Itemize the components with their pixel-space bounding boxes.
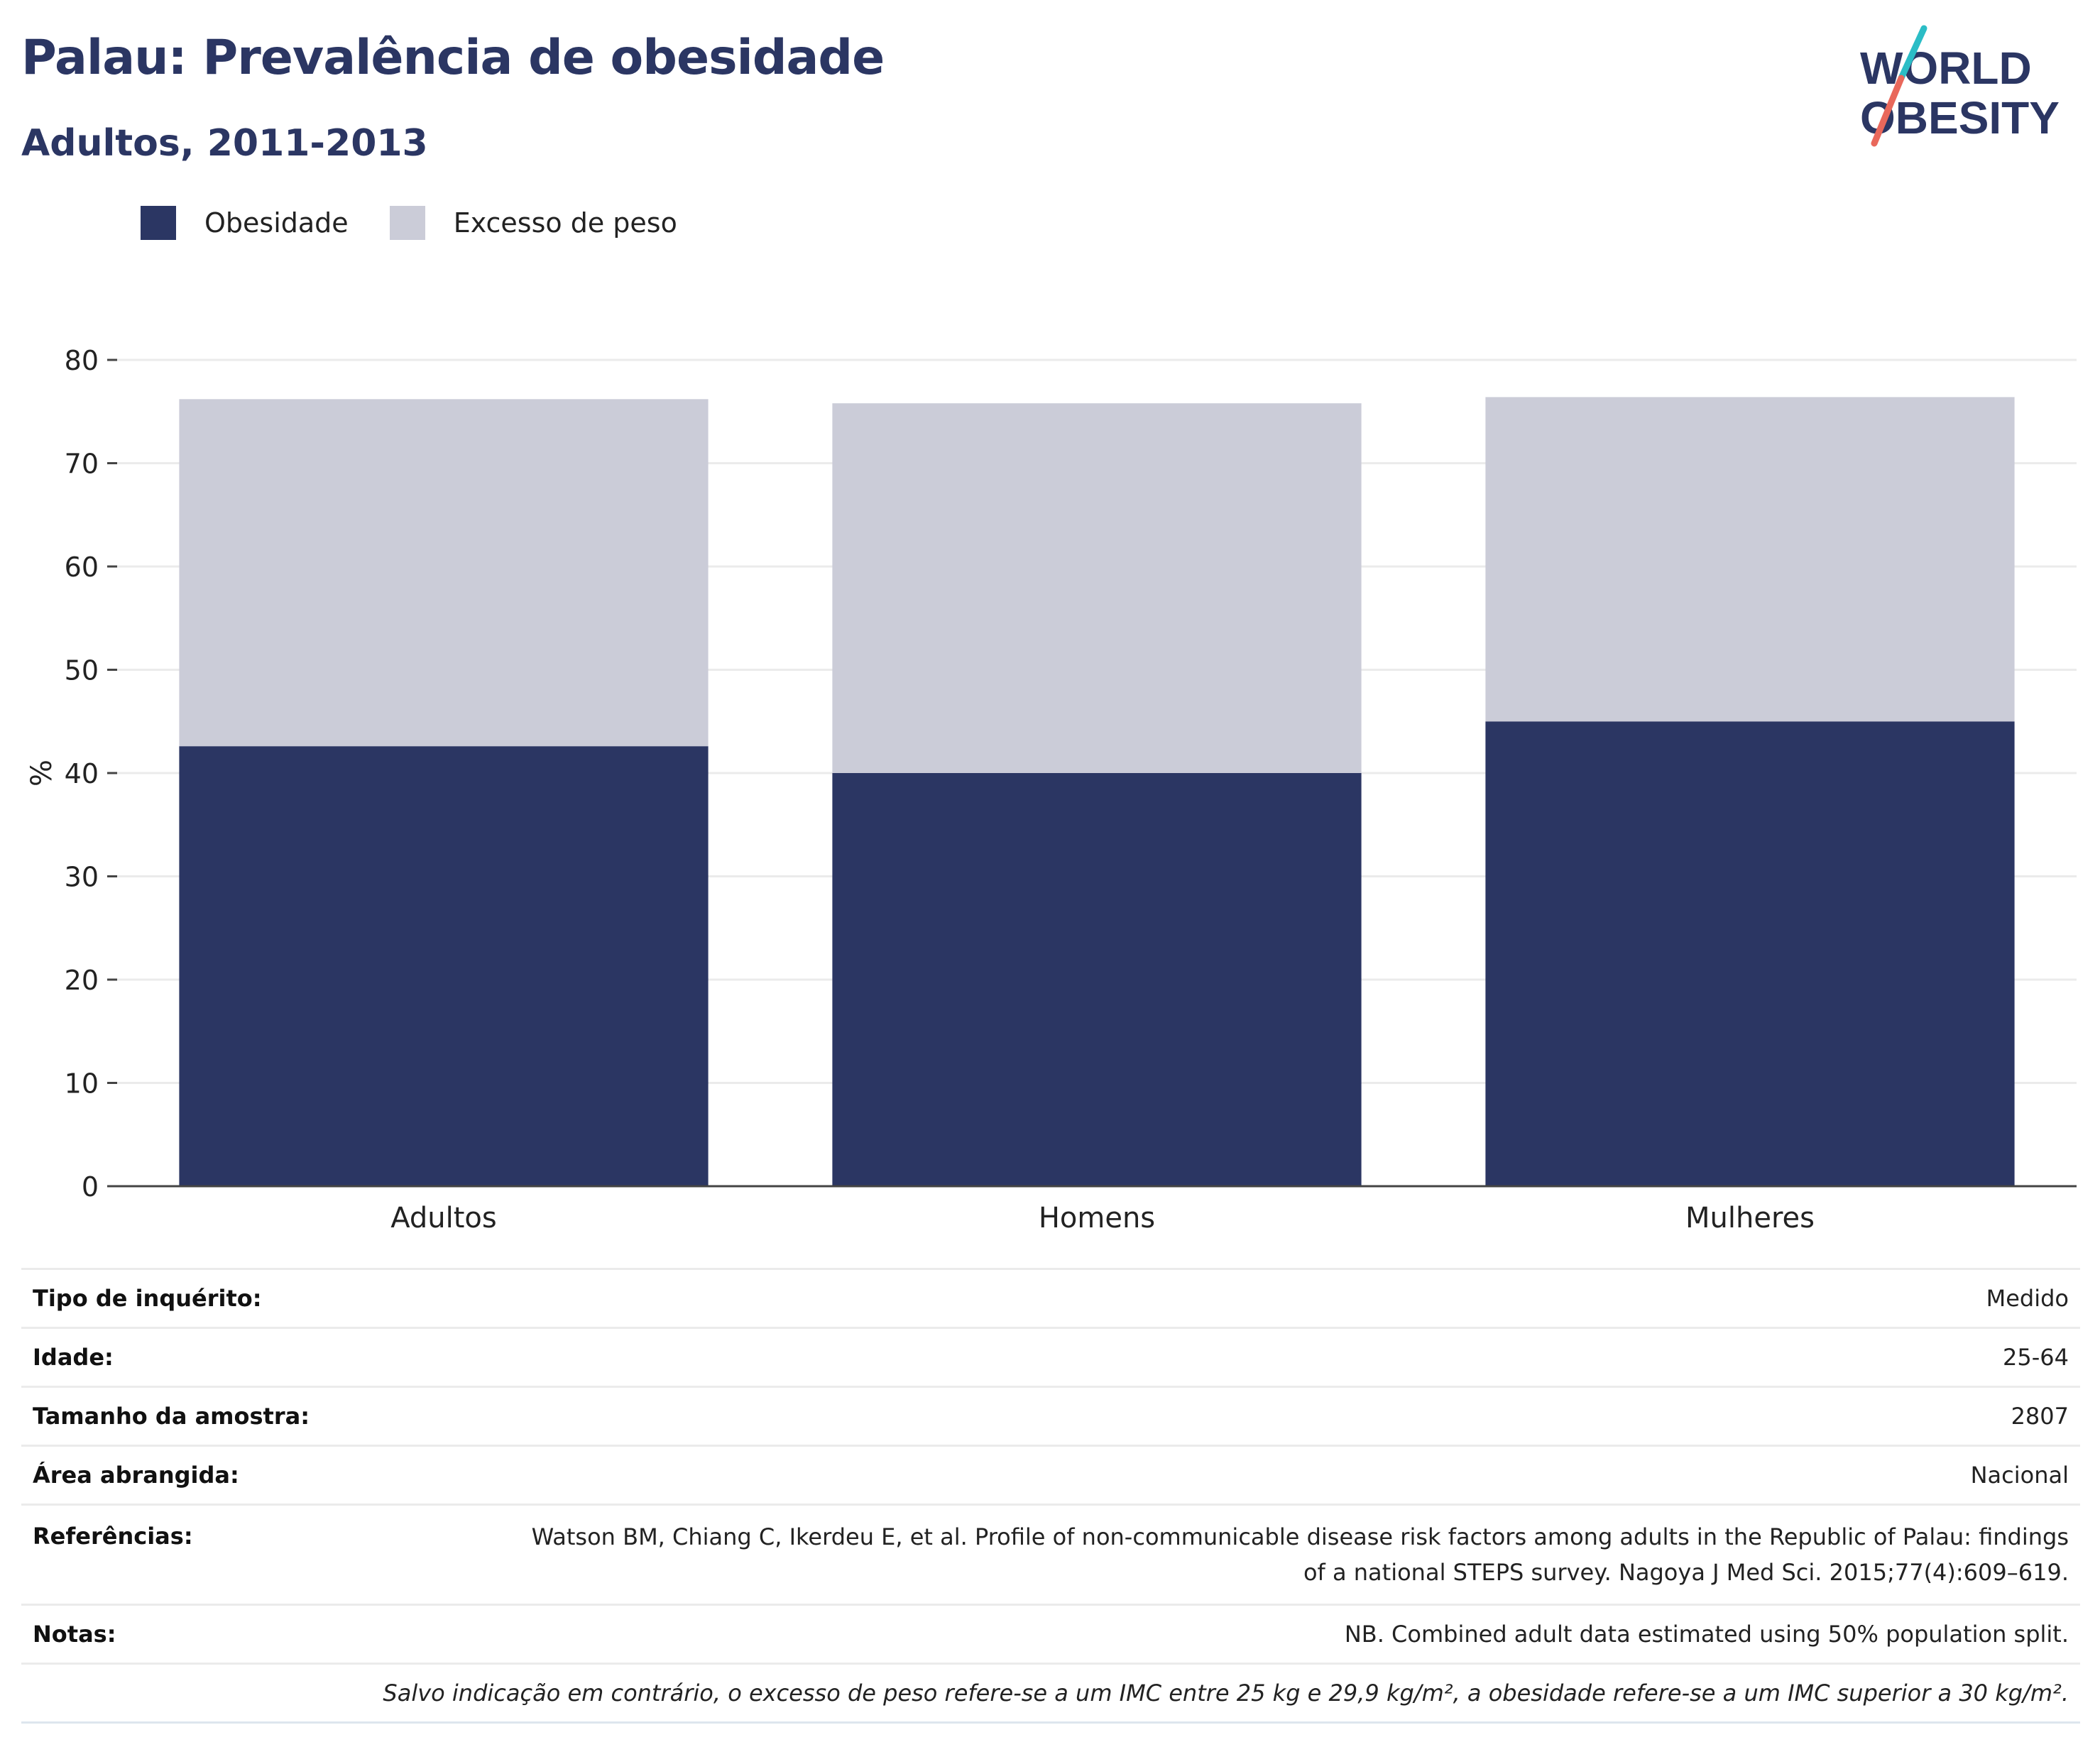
bar-chart: 0 10 20 30 40 50 60 70 80% Adultos Homens Mulheres [26,345,2077,1234]
y-tick-label: 60 [65,552,99,583]
y-tick-label: 10 [65,1068,99,1100]
info-label: Notas: [21,1604,470,1665]
info-value: Nacional [470,1445,2080,1506]
y-tick-label: 20 [65,965,99,996]
reference-line-2: of a national STEPS survey. Nagoya J Med… [1303,1559,2069,1586]
info-label: Tipo de inquérito: [21,1268,470,1329]
info-label: Tamanho da amostra: [21,1386,470,1447]
legend-item-obesity: Obesidade [141,206,349,240]
legend-item-overweight: Excesso de peso [389,206,677,240]
bar-excesso-de-peso-adultos [179,399,709,747]
info-row-references: Referências: Watson BM, Chiang C, Ikerde… [21,1504,2080,1606]
axes: 0 10 20 30 40 50 60 70 80% Adultos Homens Mulheres [26,345,2077,1234]
x-tick-label: Adultos [390,1202,497,1234]
survey-info-table: Tipo de inquérito: Medido Idade: 25-64 T… [21,1268,2080,1724]
info-row-area: Área abrangida: Nacional [21,1445,2080,1506]
info-row-age: Idade: 25-64 [21,1327,2080,1388]
info-label: Idade: [21,1327,470,1388]
legend-label-obesity: Obesidade [204,207,349,239]
logo-slash-coral [1871,75,1905,147]
y-tick-label: 40 [65,758,99,789]
bar-obesidade-adultos [179,746,709,1186]
info-value: Watson BM, Chiang C, Ikerdeu E, et al. P… [470,1504,2080,1606]
info-value: NB. Combined adult data estimated using … [470,1604,2080,1665]
info-label: Área abrangida: [21,1445,470,1506]
logo-text-world: WORLD [1860,43,2032,94]
info-row-survey-type: Tipo de inquérito: Medido [21,1268,2080,1329]
info-row-footnote: Salvo indicação em contrário, o excesso … [21,1663,2080,1724]
info-row-sample-size: Tamanho da amostra: 2807 [21,1386,2080,1447]
info-value: 2807 [470,1386,2080,1447]
logo-slash-teal [1898,25,1927,82]
info-row-notes: Notas: NB. Combined adult data estimated… [21,1604,2080,1665]
x-tick-label: Mulheres [1685,1202,1815,1234]
bar-excesso-de-peso-mulheres [1485,397,2015,722]
legend-label-overweight: Excesso de peso [453,207,677,239]
info-value: Medido [470,1268,2080,1329]
info-label: Referências: [21,1504,470,1606]
chart-subtitle: Adultos, 2011-2013 [21,122,428,165]
y-tick-label: 50 [65,655,99,686]
y-tick-label: 70 [65,449,99,480]
legend-swatch-obesity [141,206,176,240]
bars [179,397,2015,1186]
y-tick-label: 80 [65,345,99,376]
chart-legend: Obesidade Excesso de peso [141,206,718,240]
world-obesity-logo: WORLD OBESITY [1860,25,2060,147]
bar-excesso-de-peso-homens [832,403,1362,773]
bmi-footnote: Salvo indicação em contrário, o excesso … [21,1663,2080,1724]
y-tick-label: 30 [65,862,99,893]
bar-obesidade-mulheres [1485,721,2015,1186]
chart-title: Palau: Prevalência de obesidade [21,30,885,86]
legend-swatch-overweight [389,206,425,240]
y-axis-label: % [26,760,58,787]
reference-line-1: Watson BM, Chiang C, Ikerdeu E, et al. P… [531,1523,2069,1550]
info-value: 25-64 [470,1327,2080,1388]
bar-obesidade-homens [832,773,1362,1186]
x-tick-label: Homens [1039,1202,1155,1234]
y-tick-label: 0 [82,1171,99,1203]
